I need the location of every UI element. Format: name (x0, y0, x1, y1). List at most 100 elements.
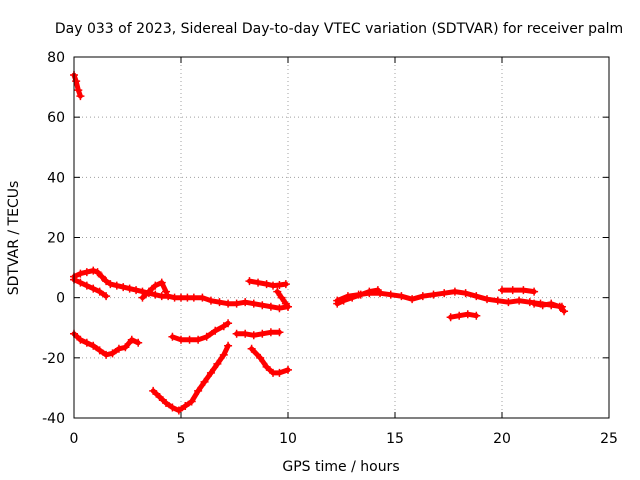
data-point (519, 286, 528, 295)
data-point (397, 292, 406, 301)
data-point (504, 298, 513, 307)
data-point (95, 346, 104, 355)
data-point (386, 290, 395, 299)
data-point (455, 311, 464, 320)
data-point (266, 302, 275, 311)
data-point (89, 266, 98, 275)
data-point (463, 310, 472, 319)
data-point (254, 278, 263, 287)
data-point (185, 335, 194, 344)
y-tick-label: 40 (47, 170, 65, 186)
series-arc-o (498, 286, 539, 296)
data-point (450, 287, 459, 296)
data-point (206, 296, 215, 305)
data-point (151, 290, 160, 299)
data-point (262, 280, 271, 289)
data-point (155, 392, 164, 401)
data-point (108, 349, 117, 358)
data-point (356, 290, 365, 299)
data-point (181, 401, 190, 410)
series-arc-i (232, 328, 284, 340)
data-point (508, 286, 517, 295)
data-point (102, 292, 111, 301)
data-point (333, 299, 342, 308)
data-point (262, 362, 271, 371)
data-point (151, 281, 160, 290)
data-point (232, 299, 241, 308)
series-arc-p (530, 299, 569, 316)
data-point (97, 272, 106, 281)
data-point (249, 331, 258, 340)
data-point (121, 343, 130, 352)
data-point (76, 278, 85, 287)
data-point (339, 296, 348, 305)
data-point (273, 287, 282, 296)
data-point (530, 287, 539, 296)
series-arc-k (149, 341, 233, 415)
x-tick-label: 10 (279, 431, 297, 447)
data-point (187, 397, 196, 406)
data-point (275, 368, 284, 377)
data-point (102, 277, 111, 286)
data-point (440, 289, 449, 298)
data-point (258, 329, 267, 338)
data-point (555, 302, 564, 311)
data-point (275, 281, 284, 290)
data-point (102, 350, 111, 359)
data-point (472, 292, 481, 301)
data-point (89, 284, 98, 293)
series-arc-j (247, 344, 292, 377)
data-point (277, 293, 286, 302)
axis-ticks: 0 5 10 15 20 25 -40 -20 0 20 40 60 80 (42, 50, 618, 447)
data-point (275, 328, 284, 337)
series-arc-e (245, 277, 290, 290)
data-point (194, 386, 203, 395)
data-point (144, 287, 153, 296)
y-axis-label: SDTVAR / TECUs (6, 181, 22, 296)
grid (74, 57, 609, 418)
data-point (408, 295, 417, 304)
data-point (241, 298, 250, 307)
x-tick-label: 20 (493, 431, 511, 447)
y-tick-label: -20 (42, 351, 65, 367)
x-tick-label: 15 (386, 431, 404, 447)
data-point (206, 368, 215, 377)
data-point (258, 301, 267, 310)
data-point (224, 319, 233, 328)
data-point (249, 299, 258, 308)
data-point (177, 335, 185, 344)
data-point (168, 403, 177, 412)
data-point (224, 341, 233, 350)
series-arc-c (70, 275, 111, 301)
data-point (483, 295, 492, 304)
data-point (174, 406, 183, 415)
data-point (164, 292, 173, 301)
data-point (198, 293, 207, 302)
data-point (538, 301, 547, 310)
y-tick-label: 80 (47, 50, 65, 66)
data-point (89, 341, 98, 350)
data-point (493, 296, 502, 305)
series-line (499, 287, 537, 295)
data-point (247, 344, 256, 353)
data-point (215, 298, 224, 307)
series-arc-n (446, 310, 481, 322)
series-arc-h (168, 319, 233, 344)
data-point (134, 338, 143, 347)
data-point (429, 290, 438, 299)
data-point (119, 283, 128, 292)
data-point (162, 398, 171, 407)
data-point (132, 286, 141, 295)
data-point (82, 338, 91, 347)
data-point (211, 326, 220, 335)
data-point (224, 299, 233, 308)
data-point (348, 293, 357, 302)
data-point (530, 299, 539, 308)
data-point (365, 287, 374, 296)
data-point (446, 313, 455, 322)
data-point (418, 292, 427, 301)
data-point (245, 277, 254, 286)
y-tick-label: 0 (56, 291, 65, 307)
